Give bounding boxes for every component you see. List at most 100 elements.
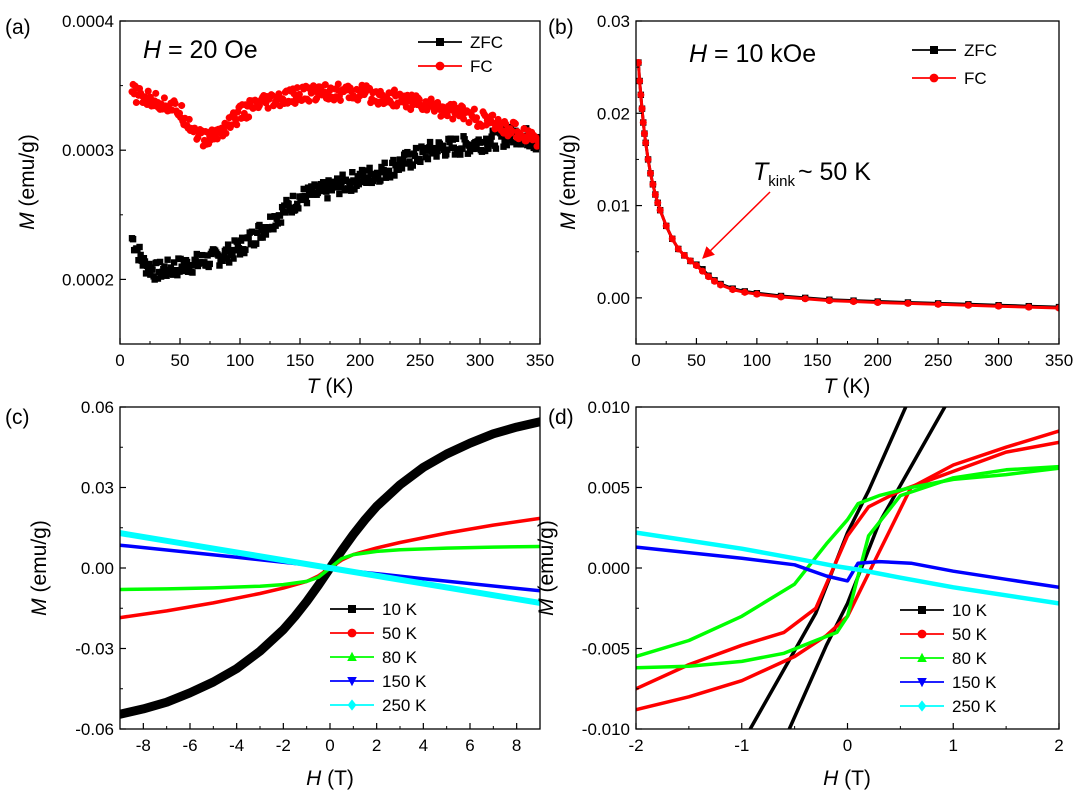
legend-marker <box>917 629 927 639</box>
y-tick-label: 0.06 <box>81 398 114 417</box>
data-point <box>729 286 737 294</box>
panel-c: (c) -8 -6 -4 -2 0 2 4 6 8-0.06-0.030.000.030.06 … <box>5 398 541 790</box>
data-point <box>147 271 154 278</box>
legend-label: ZFC <box>470 33 503 52</box>
data-point <box>489 111 497 119</box>
legend-label: 10 K <box>952 601 988 620</box>
data-point <box>164 256 171 263</box>
data-point <box>170 259 178 266</box>
y-tick-label: 0.00 <box>597 289 630 308</box>
data-point <box>411 152 419 160</box>
legend-marker <box>435 61 445 71</box>
data-point <box>397 160 405 167</box>
series-fc <box>636 59 1059 312</box>
data-point <box>440 146 448 154</box>
series-150-k <box>636 545 1059 590</box>
legend-marker <box>930 46 938 54</box>
data-point <box>238 234 246 241</box>
panel-d-ticks: -2 -1 0 1 2 -0.010 -0.005 0.000 0.005 0.010 <box>582 398 1064 755</box>
y-tick-label: 0.0003 <box>62 141 114 160</box>
legend-entry: FC <box>418 57 493 76</box>
panel-c-xlabel: H (T) <box>306 767 354 790</box>
panel-c-label: (c) <box>5 406 30 429</box>
data-point <box>336 190 343 198</box>
data-point <box>533 142 540 150</box>
data-point <box>274 220 281 227</box>
data-point <box>273 215 280 222</box>
data-point <box>167 264 175 271</box>
legend-label: FC <box>470 57 493 76</box>
x-tick-label: 0 <box>115 351 124 370</box>
data-point <box>241 249 248 257</box>
data-point <box>335 178 342 185</box>
data-point <box>1025 303 1033 311</box>
data-point <box>262 231 270 238</box>
y-tick-label: 0.01 <box>597 197 630 216</box>
data-point <box>189 269 196 276</box>
data-point <box>349 168 356 176</box>
data-point <box>753 290 761 298</box>
data-point <box>449 136 456 143</box>
data-point <box>457 151 464 158</box>
panel-c-ylabel: M (emu/g) <box>28 520 51 616</box>
data-point <box>338 182 345 189</box>
legend-entry: 150 K <box>900 673 997 692</box>
legend-marker <box>929 73 939 83</box>
data-point <box>242 246 249 253</box>
data-point <box>183 258 191 266</box>
data-point <box>277 219 285 226</box>
data-point <box>235 245 243 252</box>
data-point <box>636 59 642 67</box>
data-point <box>874 298 882 306</box>
legend-label: 80 K <box>952 649 988 668</box>
y-tick-label: 0.0002 <box>62 270 114 289</box>
panel-a-label: (a) <box>5 16 31 39</box>
data-point <box>308 183 315 190</box>
data-point <box>157 273 165 280</box>
x-tick-label: 250 <box>406 351 434 370</box>
data-point <box>502 120 510 128</box>
x-tick-label: 0 <box>325 736 334 755</box>
data-point <box>285 200 292 208</box>
data-point <box>264 104 272 112</box>
data-point <box>351 186 358 193</box>
data-point <box>506 136 514 144</box>
data-point <box>276 212 284 219</box>
data-point <box>176 268 183 275</box>
data-point <box>443 112 451 120</box>
data-point <box>430 149 437 157</box>
data-point <box>423 147 431 154</box>
panel-b: (b) 0 50 100 150 200 250 300 350 0.00 0.01 0.02 0.0… <box>548 12 1073 398</box>
data-point <box>444 146 451 153</box>
data-point <box>692 262 700 270</box>
data-point <box>324 195 331 202</box>
x-tick-label: 6 <box>465 736 474 755</box>
data-point <box>371 175 379 182</box>
legend-entry: 250 K <box>330 696 427 715</box>
data-point <box>365 174 372 181</box>
data-point <box>361 176 368 183</box>
panel-b-kink-annotation: Tkink ~ 50 K <box>753 158 871 190</box>
x-tick-label: 50 <box>687 351 706 370</box>
data-point <box>362 167 369 174</box>
data-point <box>309 187 316 194</box>
legend-marker <box>347 677 357 687</box>
panel-d-data <box>636 407 1059 729</box>
data-point <box>281 202 288 209</box>
data-point <box>646 169 655 177</box>
legend-entry: 80 K <box>900 649 988 668</box>
data-point <box>704 273 713 281</box>
data-point <box>459 145 466 152</box>
series-250-k <box>120 530 540 606</box>
data-point <box>654 199 662 207</box>
legend-label: 250 K <box>382 696 427 715</box>
data-point <box>711 277 719 285</box>
x-tick-label: 1 <box>949 736 958 755</box>
legend-marker <box>347 699 357 711</box>
panel-a: (a) 0 50 100 150 200 250 300 350 0.0002 0.0003 0.0… <box>5 12 554 398</box>
data-point <box>216 262 223 269</box>
legend-entry: 50 K <box>900 625 988 644</box>
data-point <box>511 120 519 128</box>
data-point <box>226 259 233 266</box>
